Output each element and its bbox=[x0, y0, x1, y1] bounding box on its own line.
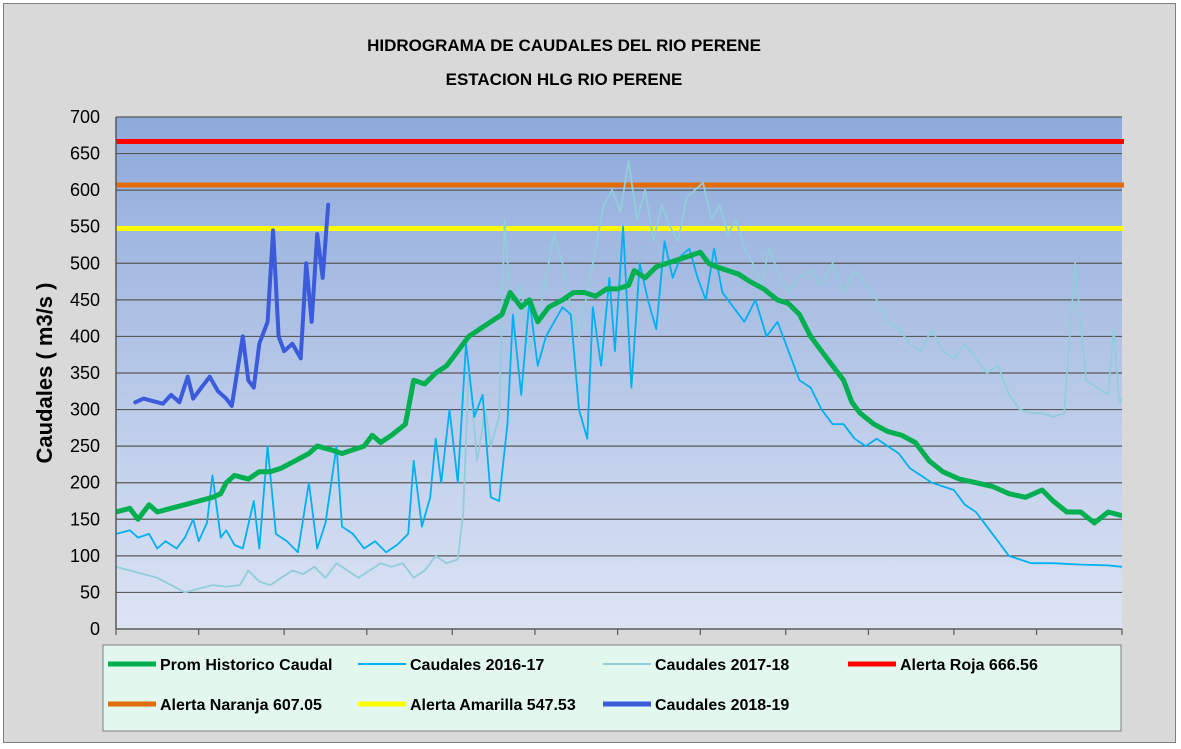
y-tick-label: 50 bbox=[80, 582, 100, 602]
series-line-caudales-2018-19 bbox=[133, 202, 331, 408]
y-tick-label: 650 bbox=[70, 144, 100, 164]
legend-label: Alerta Naranja 607.05 bbox=[160, 697, 322, 714]
y-tick-label: 200 bbox=[70, 473, 100, 493]
y-tick-label: 450 bbox=[70, 290, 100, 310]
legend-label: Prom Historico Caudal bbox=[160, 657, 332, 674]
series-lines bbox=[116, 160, 1122, 594]
chart-title: HIDROGRAMA DE CAUDALES DEL RIO PERENE bbox=[367, 36, 761, 55]
legend-label: Alerta Amarilla 547.53 bbox=[410, 697, 576, 714]
y-tick-label: 150 bbox=[70, 509, 100, 529]
series-line-prom-historico-caudal bbox=[116, 249, 1122, 526]
y-tick-labels: 0 50 100 150 200 250 300 350 400 450 500 550 600 650 7… bbox=[70, 107, 100, 639]
y-tick-label: 600 bbox=[70, 180, 100, 200]
legend-label: Alerta Roja 666.56 bbox=[900, 657, 1038, 674]
y-tick-label: 0 bbox=[90, 619, 100, 639]
y-tick-label: 400 bbox=[70, 326, 100, 346]
chart-canvas: HIDROGRAMA DE CAUDALES DEL RIO PERENE ES… bbox=[32, 36, 1124, 732]
y-tick-label: 700 bbox=[70, 107, 100, 127]
y-tick-label: 550 bbox=[70, 217, 100, 237]
legend-box bbox=[102, 644, 1122, 732]
chart-subtitle: ESTACION HLG RIO PERENE bbox=[446, 70, 683, 89]
y-tick-label: 500 bbox=[70, 253, 100, 273]
series-line-caudales-2017-18 bbox=[116, 160, 1122, 594]
y-tick-label: 250 bbox=[70, 436, 100, 456]
threshold-lines bbox=[116, 138, 1124, 232]
axes bbox=[115, 117, 1123, 635]
y-axis-label: Caudales ( m3/s ) bbox=[32, 283, 57, 464]
chart-frame: HIDROGRAMA DE CAUDALES DEL RIO PERENE ES… bbox=[3, 3, 1176, 743]
legend-label: Caudales 2017-18 bbox=[655, 657, 789, 674]
legend-label: Caudales 2018-19 bbox=[655, 697, 789, 714]
y-tick-label: 100 bbox=[70, 546, 100, 566]
y-tick-label: 300 bbox=[70, 400, 100, 420]
series-line-caudales-2016-17 bbox=[116, 225, 1122, 568]
y-tick-label: 350 bbox=[70, 363, 100, 383]
legend-label: Caudales 2016-17 bbox=[410, 657, 544, 674]
legend: Prom Historico Caudal Caudales 2016-17 Cau… bbox=[108, 657, 1038, 714]
